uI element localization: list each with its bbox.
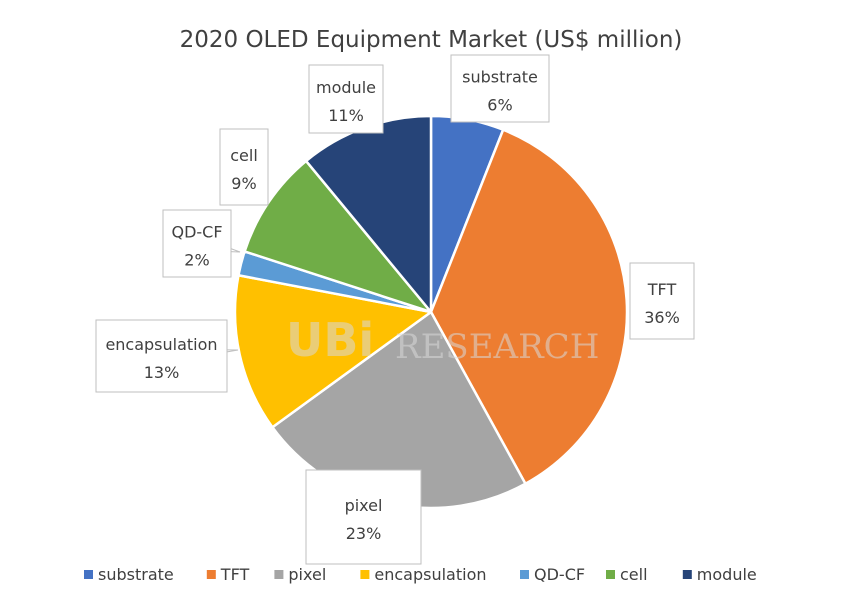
callout-box <box>450 54 550 123</box>
legend-label: encapsulation <box>374 565 486 584</box>
legend-item-module: module <box>682 565 757 584</box>
data-label-percent: 36% <box>644 308 680 327</box>
callout-box <box>162 209 232 278</box>
data-label-category: pixel <box>345 496 383 515</box>
pie-slice-encapsulation <box>233 274 433 429</box>
legend-swatch <box>206 570 216 579</box>
legend-swatch <box>682 570 692 579</box>
legend-swatch <box>360 570 370 579</box>
legend-item-substrate: substrate <box>84 565 174 584</box>
chart-legend: substrate TFT pixel encapsulation QD-CF cell m… <box>84 565 757 584</box>
legend-swatch <box>520 570 529 579</box>
data-label-percent: 23% <box>346 524 382 543</box>
callout-pixel: pixel 23% <box>305 469 422 565</box>
data-label-category: encapsulation <box>105 335 217 354</box>
legend-item-cell: cell <box>606 565 648 584</box>
watermark-logo: UBi RESEARCH <box>286 313 599 367</box>
legend-swatch <box>84 570 93 579</box>
data-label-category: module <box>316 78 376 97</box>
callout-box <box>629 262 695 340</box>
pie-slices <box>233 114 629 510</box>
legend-item-encapsulation: encapsulation <box>360 565 487 584</box>
data-label-category: substrate <box>462 68 538 87</box>
legend-label: QD-CF <box>534 565 585 584</box>
legend-label: cell <box>620 565 648 584</box>
callout-module: module 11% <box>308 64 384 134</box>
legend-swatch <box>274 570 284 579</box>
callout-qd-cf: QD-CF 2% <box>162 209 241 278</box>
data-label-percent: 9% <box>231 174 256 193</box>
callout-substrate: substrate 6% <box>450 54 550 123</box>
callout-cell: cell 9% <box>219 128 269 206</box>
legend-item-pixel: pixel <box>274 565 326 584</box>
chart-title: 2020 OLED Equipment Market (US$ million) <box>180 27 683 53</box>
data-label-category: QD-CF <box>171 223 222 242</box>
callout-tft: TFT 36% <box>629 262 695 340</box>
legend-label: substrate <box>98 565 174 584</box>
legend-label: pixel <box>288 565 326 584</box>
callout-encapsulation: encapsulation 13% <box>95 319 239 393</box>
callout-box <box>219 128 269 206</box>
data-label-category: cell <box>230 146 258 165</box>
watermark-text: RESEARCH <box>395 327 599 367</box>
callout-box <box>308 64 384 134</box>
data-label-callouts: substrate 6% TFT 36% pixel 23% encapsulation 13… <box>95 54 695 565</box>
data-label-percent: 13% <box>144 363 180 382</box>
legend-item-qd-cf: QD-CF <box>520 565 585 584</box>
legend-item-tft: TFT <box>206 565 250 584</box>
callout-box <box>305 469 422 565</box>
legend-swatch <box>606 570 615 579</box>
callout-box <box>95 319 228 393</box>
data-label-category: TFT <box>647 280 677 299</box>
legend-label: module <box>697 565 757 584</box>
data-label-percent: 11% <box>328 106 364 125</box>
data-label-percent: 2% <box>184 251 209 270</box>
watermark-ubi-text: UBi <box>286 313 374 367</box>
pie-slice-tft <box>429 128 629 486</box>
legend-label: TFT <box>220 565 250 584</box>
data-label-percent: 6% <box>487 96 512 115</box>
pie-slice-cell <box>243 159 433 314</box>
